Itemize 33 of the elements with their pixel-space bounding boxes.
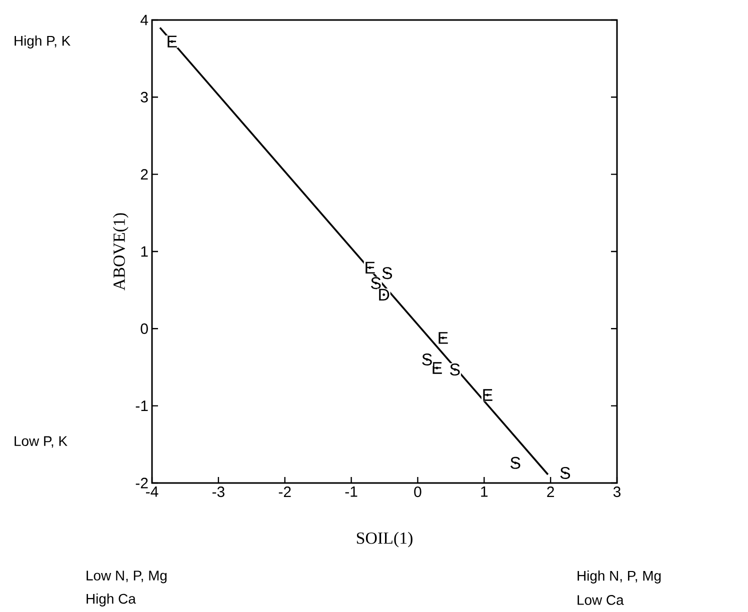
- y-tick-label: -1: [136, 400, 148, 411]
- y-tick-label: 3: [140, 92, 148, 102]
- series-label: D: [379, 288, 390, 301]
- x-tick-label: 0: [414, 486, 422, 498]
- x-tick-label: -4: [146, 486, 158, 497]
- text: S: [382, 267, 392, 280]
- y-tick-label: 4: [140, 14, 148, 26]
- text: Low P, K: [14, 436, 68, 448]
- x-tick-label: 1: [481, 486, 488, 497]
- text: Low Ca: [578, 595, 624, 605]
- text: High N, P, Mg: [578, 570, 661, 584]
- text: High Ca: [86, 593, 136, 606]
- y-tick-label: -2: [136, 478, 148, 488]
- x-tick-label: 2: [547, 486, 554, 497]
- text: Low N, P, Mg: [86, 570, 167, 584]
- y-tick-label: 2: [140, 169, 148, 180]
- x-tick-label: -2: [278, 486, 291, 497]
- y-tick-label: 0: [140, 323, 148, 334]
- x-tick-label: -1: [345, 486, 358, 497]
- y-axis-title: ABOVE(1): [113, 213, 128, 290]
- series-label: E: [366, 262, 375, 274]
- y-tick-label: 1: [141, 246, 148, 257]
- text: E: [438, 332, 448, 344]
- text: E: [168, 36, 177, 48]
- legend-label: S: [560, 466, 570, 479]
- text: S: [370, 277, 381, 290]
- text: S: [510, 456, 520, 469]
- x-tick-label: 3: [613, 486, 620, 498]
- x-axis-title: SOIL(1): [356, 532, 412, 548]
- x-tick-label: -3: [212, 486, 224, 498]
- text: High P, K: [14, 35, 70, 48]
- text: E: [483, 389, 492, 401]
- text: S: [450, 364, 460, 376]
